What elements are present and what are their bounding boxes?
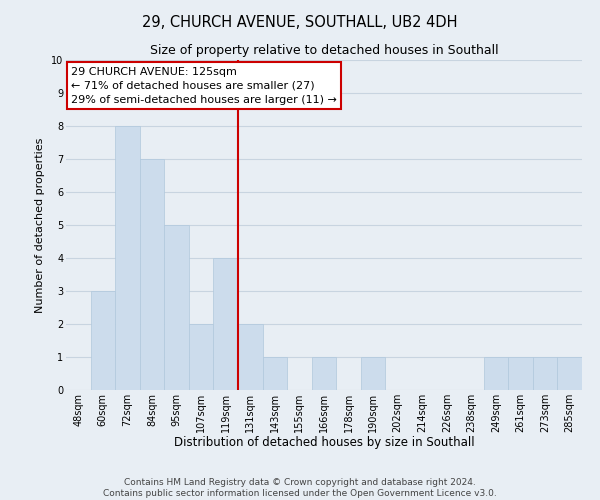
Title: Size of property relative to detached houses in Southall: Size of property relative to detached ho… — [149, 44, 499, 58]
Bar — [508, 357, 533, 390]
Bar — [164, 225, 189, 390]
Bar — [533, 357, 557, 390]
Bar — [238, 324, 263, 390]
Bar — [91, 291, 115, 390]
Bar — [484, 357, 508, 390]
Bar — [115, 126, 140, 390]
Bar — [263, 357, 287, 390]
Bar — [312, 357, 336, 390]
Bar — [189, 324, 214, 390]
Bar — [361, 357, 385, 390]
Text: Contains HM Land Registry data © Crown copyright and database right 2024.
Contai: Contains HM Land Registry data © Crown c… — [103, 478, 497, 498]
Text: 29 CHURCH AVENUE: 125sqm
← 71% of detached houses are smaller (27)
29% of semi-d: 29 CHURCH AVENUE: 125sqm ← 71% of detach… — [71, 66, 337, 104]
Bar — [140, 159, 164, 390]
X-axis label: Distribution of detached houses by size in Southall: Distribution of detached houses by size … — [173, 436, 475, 450]
Bar — [557, 357, 582, 390]
Bar — [214, 258, 238, 390]
Y-axis label: Number of detached properties: Number of detached properties — [35, 138, 46, 312]
Text: 29, CHURCH AVENUE, SOUTHALL, UB2 4DH: 29, CHURCH AVENUE, SOUTHALL, UB2 4DH — [142, 15, 458, 30]
